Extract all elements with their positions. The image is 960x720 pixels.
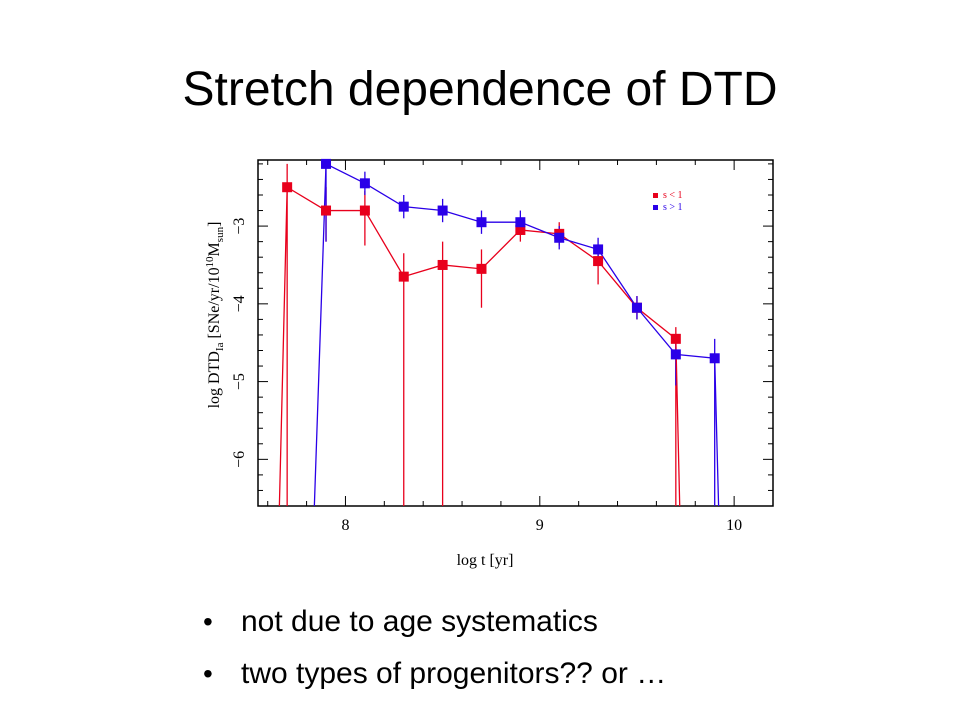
legend: s < 1s > 1 — [653, 190, 683, 213]
data-point — [359, 205, 370, 216]
data-point — [398, 201, 409, 212]
bullet-item: • not due to age systematics — [203, 596, 666, 648]
data-point — [515, 224, 526, 235]
x-tick-label: 10 — [726, 517, 742, 534]
bullet-list: • not due to age systematics • two types o… — [203, 596, 666, 700]
data-point — [359, 178, 370, 189]
bullet-dot: • — [203, 658, 213, 689]
error-bars — [286, 160, 716, 506]
plot-border — [257, 159, 774, 507]
data-point — [670, 333, 681, 344]
x-axis-label: log t [yr] — [457, 552, 514, 569]
data-point — [321, 205, 332, 216]
data-point — [670, 349, 681, 360]
data-markers — [282, 158, 720, 364]
data-point — [593, 244, 604, 255]
data-point — [515, 217, 526, 228]
legend-label: s < 1 — [663, 190, 683, 201]
chart: 8 9 10 −3 −4 −5 −6 s < 1s > 1 log t [yr] log D… — [204, 158, 774, 569]
x-tick-label: 8 — [341, 517, 349, 534]
bullet-dot: • — [203, 606, 213, 637]
plot-frame — [257, 159, 774, 507]
data-point — [631, 302, 642, 313]
data-point — [321, 158, 332, 169]
legend-swatch — [653, 193, 658, 198]
data-point — [437, 205, 448, 216]
axis-ticks: 8 9 10 −3 −4 −5 −6 — [231, 160, 774, 534]
legend-label: s > 1 — [663, 202, 683, 213]
y-axis-label: log DTDIa [SNe/yr/1010Msun] — [204, 222, 226, 409]
data-point — [476, 217, 487, 228]
series-line — [278, 186, 681, 507]
y-tick-label: −5 — [231, 373, 248, 390]
data-point — [437, 259, 448, 270]
slide-title: Stretch dependence of DTD — [182, 63, 778, 116]
series-lines — [278, 162, 720, 507]
bullet-item: • two types of progenitors?? or … — [203, 648, 666, 700]
legend-swatch — [653, 205, 658, 210]
data-point — [554, 232, 565, 243]
series-line — [313, 162, 720, 507]
y-tick-label: −4 — [231, 295, 248, 312]
data-point — [398, 271, 409, 282]
data-point — [709, 353, 720, 364]
data-point — [593, 256, 604, 267]
y-tick-label: −6 — [231, 451, 248, 468]
x-tick-label: 9 — [536, 517, 544, 534]
data-point — [282, 182, 293, 193]
y-tick-label: −3 — [231, 218, 248, 235]
data-point — [476, 263, 487, 274]
